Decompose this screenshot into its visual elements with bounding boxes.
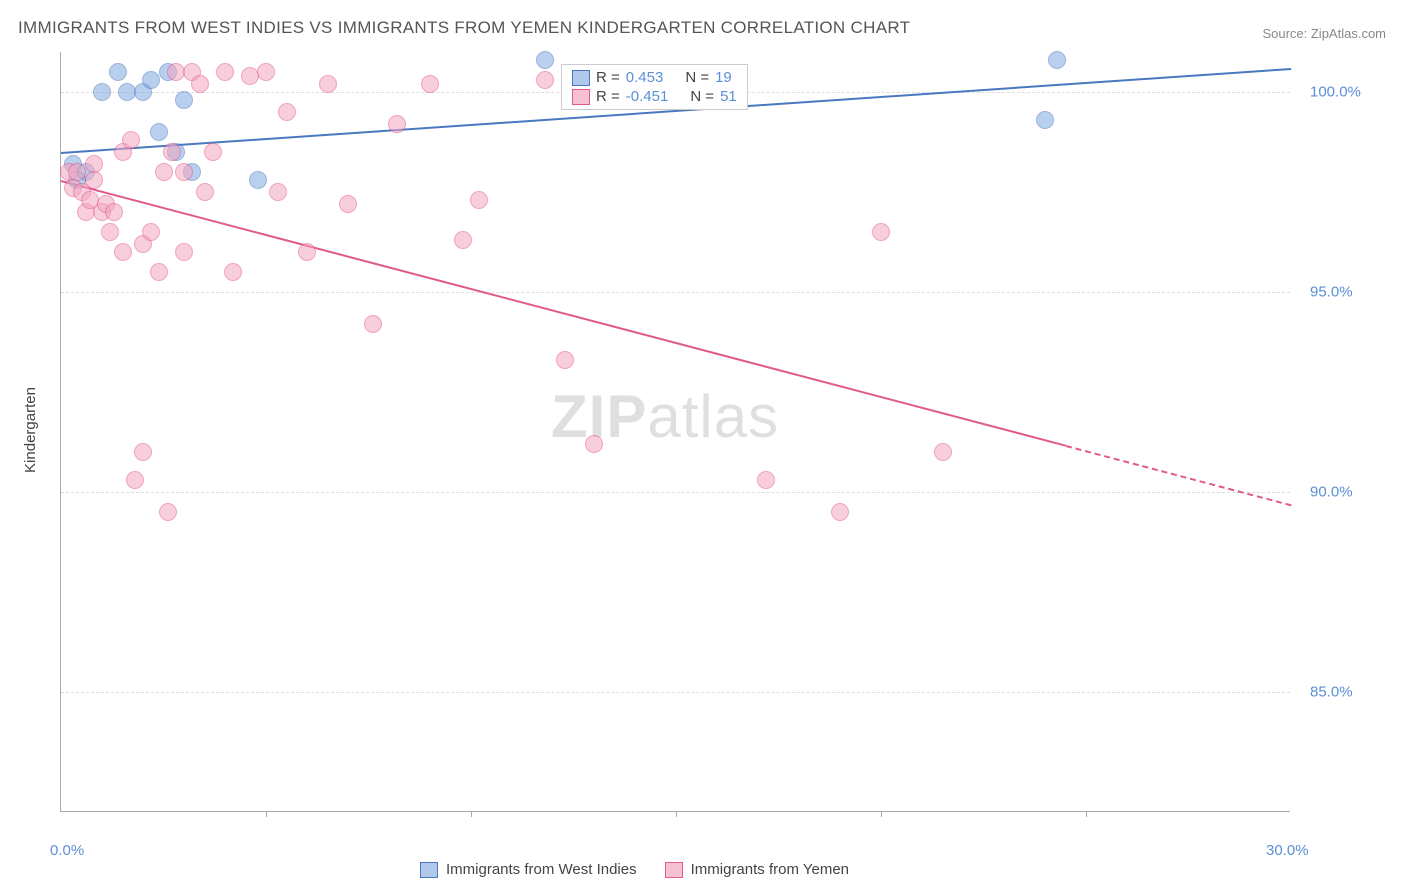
- scatter-point: [150, 123, 168, 141]
- stat-r-value: -0.451: [626, 88, 669, 105]
- stat-n-value: 19: [715, 69, 732, 86]
- scatter-point: [454, 231, 472, 249]
- scatter-point: [470, 191, 488, 209]
- scatter-point: [142, 71, 160, 89]
- stat-r-value: 0.453: [626, 69, 664, 86]
- scatter-point: [319, 75, 337, 93]
- scatter-point: [1036, 111, 1054, 129]
- scatter-point: [536, 51, 554, 69]
- scatter-point: [101, 223, 119, 241]
- trend-line-dashed: [1065, 445, 1291, 506]
- scatter-point: [142, 223, 160, 241]
- legend-swatch: [420, 862, 438, 878]
- scatter-point: [126, 471, 144, 489]
- source-label: Source: ZipAtlas.com: [1262, 26, 1386, 41]
- x-tick: [266, 811, 267, 817]
- scatter-point: [216, 63, 234, 81]
- legend-label: Immigrants from Yemen: [691, 861, 849, 878]
- scatter-point: [122, 131, 140, 149]
- scatter-point: [163, 143, 181, 161]
- legend-label: Immigrants from West Indies: [446, 861, 637, 878]
- scatter-point: [93, 83, 111, 101]
- scatter-point: [269, 183, 287, 201]
- scatter-point: [421, 75, 439, 93]
- scatter-point: [196, 183, 214, 201]
- scatter-point: [175, 163, 193, 181]
- scatter-point: [585, 435, 603, 453]
- stat-swatch: [572, 70, 590, 86]
- y-tick-label: 100.0%: [1310, 84, 1361, 101]
- gridline-horizontal: [61, 492, 1290, 493]
- scatter-point: [150, 263, 168, 281]
- scatter-point: [204, 143, 222, 161]
- scatter-point: [388, 115, 406, 133]
- scatter-point: [298, 243, 316, 261]
- scatter-point: [191, 75, 209, 93]
- legend-item: Immigrants from Yemen: [665, 861, 849, 878]
- scatter-point: [339, 195, 357, 213]
- scatter-point: [757, 471, 775, 489]
- x-tick-label: 0.0%: [50, 842, 84, 859]
- scatter-point: [118, 83, 136, 101]
- scatter-point: [556, 351, 574, 369]
- y-axis-label: Kindergarten: [22, 387, 39, 473]
- gridline-horizontal: [61, 692, 1290, 693]
- legend-swatch: [665, 862, 683, 878]
- gridline-horizontal: [61, 292, 1290, 293]
- y-tick-label: 95.0%: [1310, 284, 1353, 301]
- scatter-point: [159, 503, 177, 521]
- stat-r-label: R =: [596, 69, 620, 86]
- scatter-point: [257, 63, 275, 81]
- watermark-atlas: atlas: [647, 383, 779, 450]
- stat-swatch: [572, 89, 590, 105]
- x-tick: [676, 811, 677, 817]
- bottom-legend: Immigrants from West Indies Immigrants fr…: [420, 861, 849, 878]
- stat-box: R = 0.453 N = 19 R = -0.451 N = 51: [561, 64, 748, 110]
- x-tick: [881, 811, 882, 817]
- x-tick: [471, 811, 472, 817]
- legend-item: Immigrants from West Indies: [420, 861, 637, 878]
- scatter-point: [278, 103, 296, 121]
- trend-line: [61, 180, 1066, 447]
- stat-n-value: 51: [720, 88, 737, 105]
- scatter-point: [85, 171, 103, 189]
- stat-row: R = 0.453 N = 19: [572, 69, 737, 86]
- scatter-point: [364, 315, 382, 333]
- chart-title: IMMIGRANTS FROM WEST INDIES VS IMMIGRANT…: [18, 18, 910, 38]
- scatter-point: [241, 67, 259, 85]
- x-tick: [1086, 811, 1087, 817]
- scatter-point: [155, 163, 173, 181]
- scatter-point: [114, 243, 132, 261]
- y-tick-label: 90.0%: [1310, 484, 1353, 501]
- scatter-point: [167, 63, 185, 81]
- scatter-point: [249, 171, 267, 189]
- scatter-point: [134, 443, 152, 461]
- chart-area: ZIPatlas R = 0.453N = 19R = -0.451N = 51: [60, 52, 1290, 812]
- scatter-point: [872, 223, 890, 241]
- scatter-point: [68, 163, 86, 181]
- scatter-point: [175, 243, 193, 261]
- scatter-point: [1048, 51, 1066, 69]
- y-tick-label: 85.0%: [1310, 684, 1353, 701]
- scatter-point: [109, 63, 127, 81]
- scatter-point: [831, 503, 849, 521]
- stat-r-label: R =: [596, 88, 620, 105]
- x-tick-label: 30.0%: [1266, 842, 1309, 859]
- stat-n-label: N =: [690, 88, 714, 105]
- scatter-point: [175, 91, 193, 109]
- scatter-point: [934, 443, 952, 461]
- stat-n-label: N =: [685, 69, 709, 86]
- scatter-point: [536, 71, 554, 89]
- stat-row: R = -0.451 N = 51: [572, 88, 737, 105]
- scatter-point: [224, 263, 242, 281]
- scatter-point: [105, 203, 123, 221]
